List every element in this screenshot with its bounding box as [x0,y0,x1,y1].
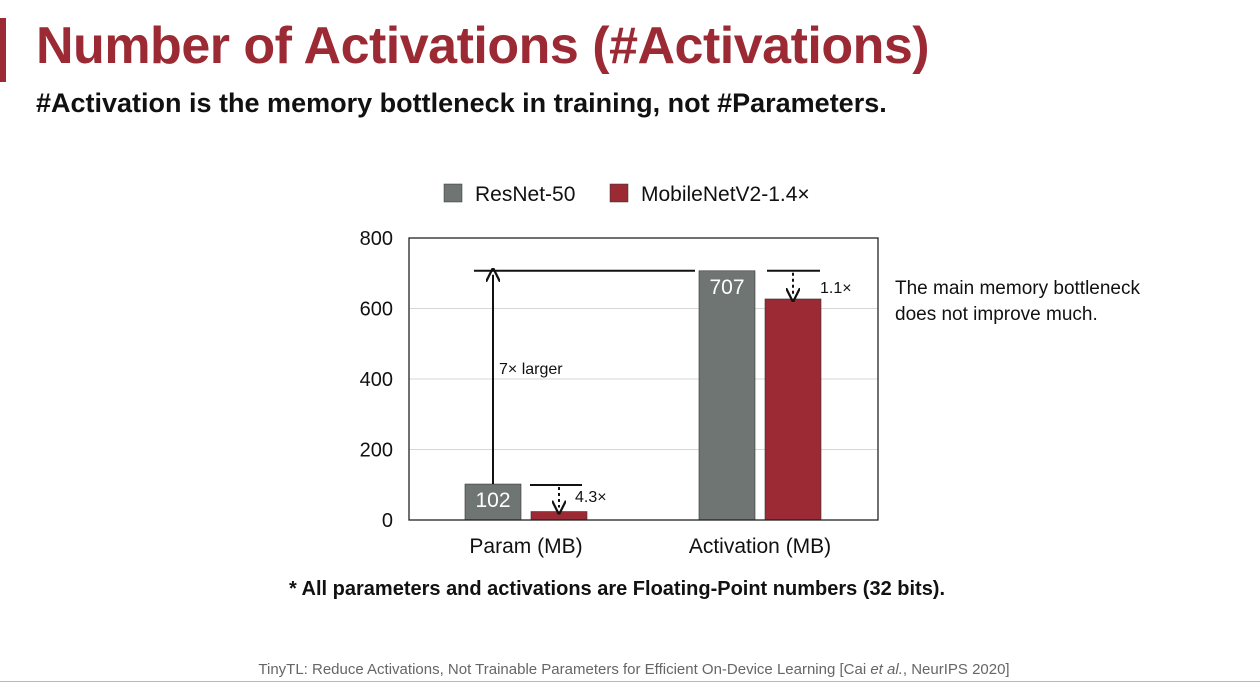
chart-annotations: 7× larger 4.3× 1.1× [474,271,852,508]
y-axis-ticks: 0 200 400 600 800 [360,228,393,532]
plot-frame [408,237,879,521]
chart-legend: ResNet-50 MobileNetV2-1.4× [443,183,810,206]
bar-mobilenetv2-param [530,511,588,521]
param-reduction-ratio-label: 4.3× [575,489,607,506]
citation-prefix: TinyTL: Reduce Activations, Not Trainabl… [258,661,871,678]
category-label-activation: Activation (MB) [689,535,831,558]
chart-bars: 102 Param (MB) 707 Activation (MB) [464,270,831,558]
slide-subtitle: #Activation is the memory bottleneck in … [36,88,887,118]
bar-resnet50-activation [698,270,756,521]
category-label-param: Param (MB) [469,535,582,558]
side-note-line-1: The main memory bottleneck [895,278,1140,299]
y-tick-label-600: 600 [360,299,393,321]
side-note-line-2: does not improve much. [895,304,1098,325]
bar-value-label-param: 102 [475,489,510,512]
citation-suffix: , NeurIPS 2020] [902,661,1010,678]
seven-times-larger-label: 7× larger [499,361,563,378]
slide-title: Number of Activations (#Activations) [36,17,930,75]
legend-swatch-mobilenetv2 [609,183,629,203]
y-tick-label-0: 0 [382,510,393,532]
legend-swatch-resnet50 [443,183,463,203]
bar-mobilenetv2-activation [764,298,822,521]
y-tick-label-200: 200 [360,440,393,462]
bottleneck-side-note: The main memory bottleneck does not impr… [895,278,1140,325]
y-tick-label-800: 800 [360,228,393,250]
floating-point-note: * All parameters and activations are Flo… [288,578,946,600]
bar-value-label-activation: 707 [709,276,744,299]
y-tick-label-400: 400 [360,369,393,391]
citation-et-al: et al. [870,661,903,678]
title-accent-bar [0,18,6,82]
activation-reduction-ratio-label: 1.1× [820,280,852,297]
paper-citation: TinyTL: Reduce Activations, Not Trainabl… [0,661,1260,678]
legend-label-mobilenetv2: MobileNetV2-1.4× [641,183,810,206]
legend-label-resnet50: ResNet-50 [475,183,575,206]
bar-resnet50-param [464,483,522,521]
